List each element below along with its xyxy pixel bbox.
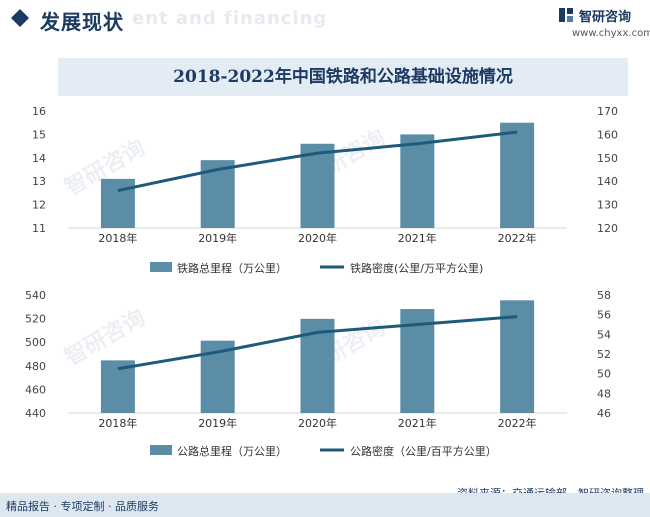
y-left-tick-label: 460 bbox=[25, 383, 46, 396]
section-title: 发展现状 bbox=[40, 10, 124, 34]
y-right-tick-label: 50 bbox=[597, 368, 611, 381]
footer-bar: 精品报告 · 专项定制 · 品质服务 bbox=[0, 493, 650, 517]
x-tick-label: 2021年 bbox=[398, 231, 437, 245]
y-right-tick-label: 150 bbox=[597, 152, 618, 165]
footer-slogan: 精品报告 · 专项定制 · 品质服务 bbox=[6, 500, 159, 513]
y-right-tick-label: 160 bbox=[597, 128, 618, 141]
y-right-tick-label: 140 bbox=[597, 175, 618, 188]
y-left-tick-label: 480 bbox=[25, 360, 46, 373]
legend-label: 铁路总里程（万公里） bbox=[177, 261, 287, 275]
y-right-tick-label: 54 bbox=[597, 328, 611, 341]
chart-title: 2018-2022年中国铁路和公路基础设施情况 bbox=[173, 67, 513, 87]
y-left-tick-label: 15 bbox=[32, 128, 46, 141]
bar bbox=[400, 134, 435, 228]
bar bbox=[100, 178, 135, 228]
bar bbox=[500, 122, 535, 228]
x-tick-label: 2019年 bbox=[198, 231, 237, 245]
x-tick-label: 2021年 bbox=[398, 416, 437, 430]
y-left-tick-label: 500 bbox=[25, 336, 46, 349]
legend-label: 公路总里程（万公里） bbox=[177, 444, 287, 458]
background-text: ent and financing bbox=[132, 8, 328, 29]
y-left-tick-label: 540 bbox=[25, 289, 46, 302]
legend-label: 公路密度（公里/百平方公里） bbox=[350, 444, 497, 458]
bar bbox=[100, 360, 135, 413]
y-right-tick-label: 170 bbox=[597, 105, 618, 118]
y-right-tick-label: 52 bbox=[597, 348, 611, 361]
chart-area: 11 12 13 14 15 16 120 130 140 150 160 170 2018年 2019年… bbox=[25, 105, 618, 458]
y-left-tick-label: 520 bbox=[25, 313, 46, 326]
x-tick-label: 2022年 bbox=[498, 416, 537, 430]
series-line bbox=[117, 315, 518, 371]
logo-name: 智研咨询 bbox=[579, 10, 632, 25]
diamond-icon bbox=[11, 9, 29, 27]
y-right-tick-label: 58 bbox=[597, 289, 611, 302]
bar bbox=[500, 300, 535, 413]
header: 发展现状 ent and financing 智研咨询 www.chyxx.co… bbox=[0, 0, 650, 44]
y-left-tick-label: 14 bbox=[32, 152, 46, 165]
y-left-tick-label: 16 bbox=[32, 105, 46, 118]
y-right-tick-label: 56 bbox=[597, 309, 611, 322]
y-left-tick-label: 12 bbox=[32, 199, 46, 212]
legend-label: 铁路密度(公里/万平方公里) bbox=[350, 261, 483, 275]
logo-url: www.chyxx.com bbox=[572, 28, 650, 39]
x-tick-label: 2019年 bbox=[198, 416, 237, 430]
legend-swatch-bar bbox=[150, 262, 172, 272]
y-right-tick-label: 130 bbox=[597, 199, 618, 212]
y-left-tick-label: 13 bbox=[32, 175, 46, 188]
x-tick-label: 2022年 bbox=[498, 231, 537, 245]
x-tick-label: 2020年 bbox=[298, 416, 337, 430]
y-left-tick-label: 440 bbox=[25, 407, 46, 420]
y-right-tick-label: 120 bbox=[597, 222, 618, 235]
chart-title-band: 2018-2022年中国铁路和公路基础设施情况 bbox=[58, 58, 628, 96]
series-line bbox=[117, 130, 518, 193]
y-right-tick-label: 48 bbox=[597, 387, 611, 400]
x-tick-label: 2020年 bbox=[298, 231, 337, 245]
bar bbox=[300, 143, 335, 228]
y-left-tick-label: 11 bbox=[32, 222, 46, 235]
logo-mark-icon bbox=[559, 8, 573, 22]
y-right-tick-label: 46 bbox=[597, 407, 611, 420]
legend-swatch-bar bbox=[150, 445, 172, 455]
x-tick-label: 2018年 bbox=[98, 416, 137, 430]
x-tick-label: 2018年 bbox=[98, 231, 137, 245]
